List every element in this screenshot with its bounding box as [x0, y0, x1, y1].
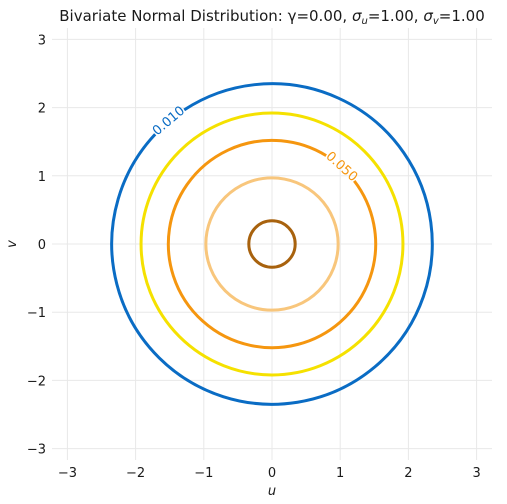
title-sigma-v-sub: v [433, 16, 440, 27]
contours [110, 82, 434, 406]
x-tick-label: −3 [58, 466, 77, 481]
y-tick-label: 1 [38, 170, 46, 185]
grid [52, 28, 492, 460]
contour-label: 0.010 [150, 104, 188, 139]
y-tick-label: 0 [38, 238, 46, 253]
x-tick-label: −2 [126, 466, 145, 481]
contour-line [139, 111, 405, 377]
title-sigma-v: σ [423, 7, 433, 25]
chart-title: Bivariate Normal Distribution: γ=0.00, σ… [59, 7, 484, 27]
y-tick-label: 3 [38, 33, 46, 48]
contour-label: 0.050 [323, 149, 361, 185]
x-axis-label: u [268, 484, 276, 499]
title-prefix: Bivariate Normal Distribution: γ=0.00, [59, 7, 352, 25]
tick-labels: −3 −2 −1 0 1 2 3 −3 −2 −1 0 1 2 3 [27, 33, 481, 481]
x-tick-label: −1 [194, 466, 213, 481]
y-tick-label: −2 [27, 374, 46, 389]
title-sigma-u: σ [352, 7, 362, 25]
contour-line [204, 176, 340, 312]
x-tick-label: 2 [404, 466, 412, 481]
title-sigma-v-value: =1.00 [439, 7, 485, 25]
title-sigma-u-value: =1.00, [368, 7, 424, 25]
y-axis-label: v [5, 240, 20, 248]
contour-line [110, 82, 434, 406]
contour-line [166, 138, 378, 350]
y-tick-label: 2 [38, 102, 46, 117]
y-tick-label: −3 [27, 443, 46, 458]
contour-line [247, 219, 297, 269]
x-tick-label: 3 [472, 466, 480, 481]
title-sigma-u-sub: u [361, 16, 367, 27]
x-tick-label: 1 [336, 466, 344, 481]
x-tick-label: 0 [268, 466, 276, 481]
y-tick-label: −1 [27, 306, 46, 321]
contour-labels: 0.010 0.050 [150, 104, 360, 185]
